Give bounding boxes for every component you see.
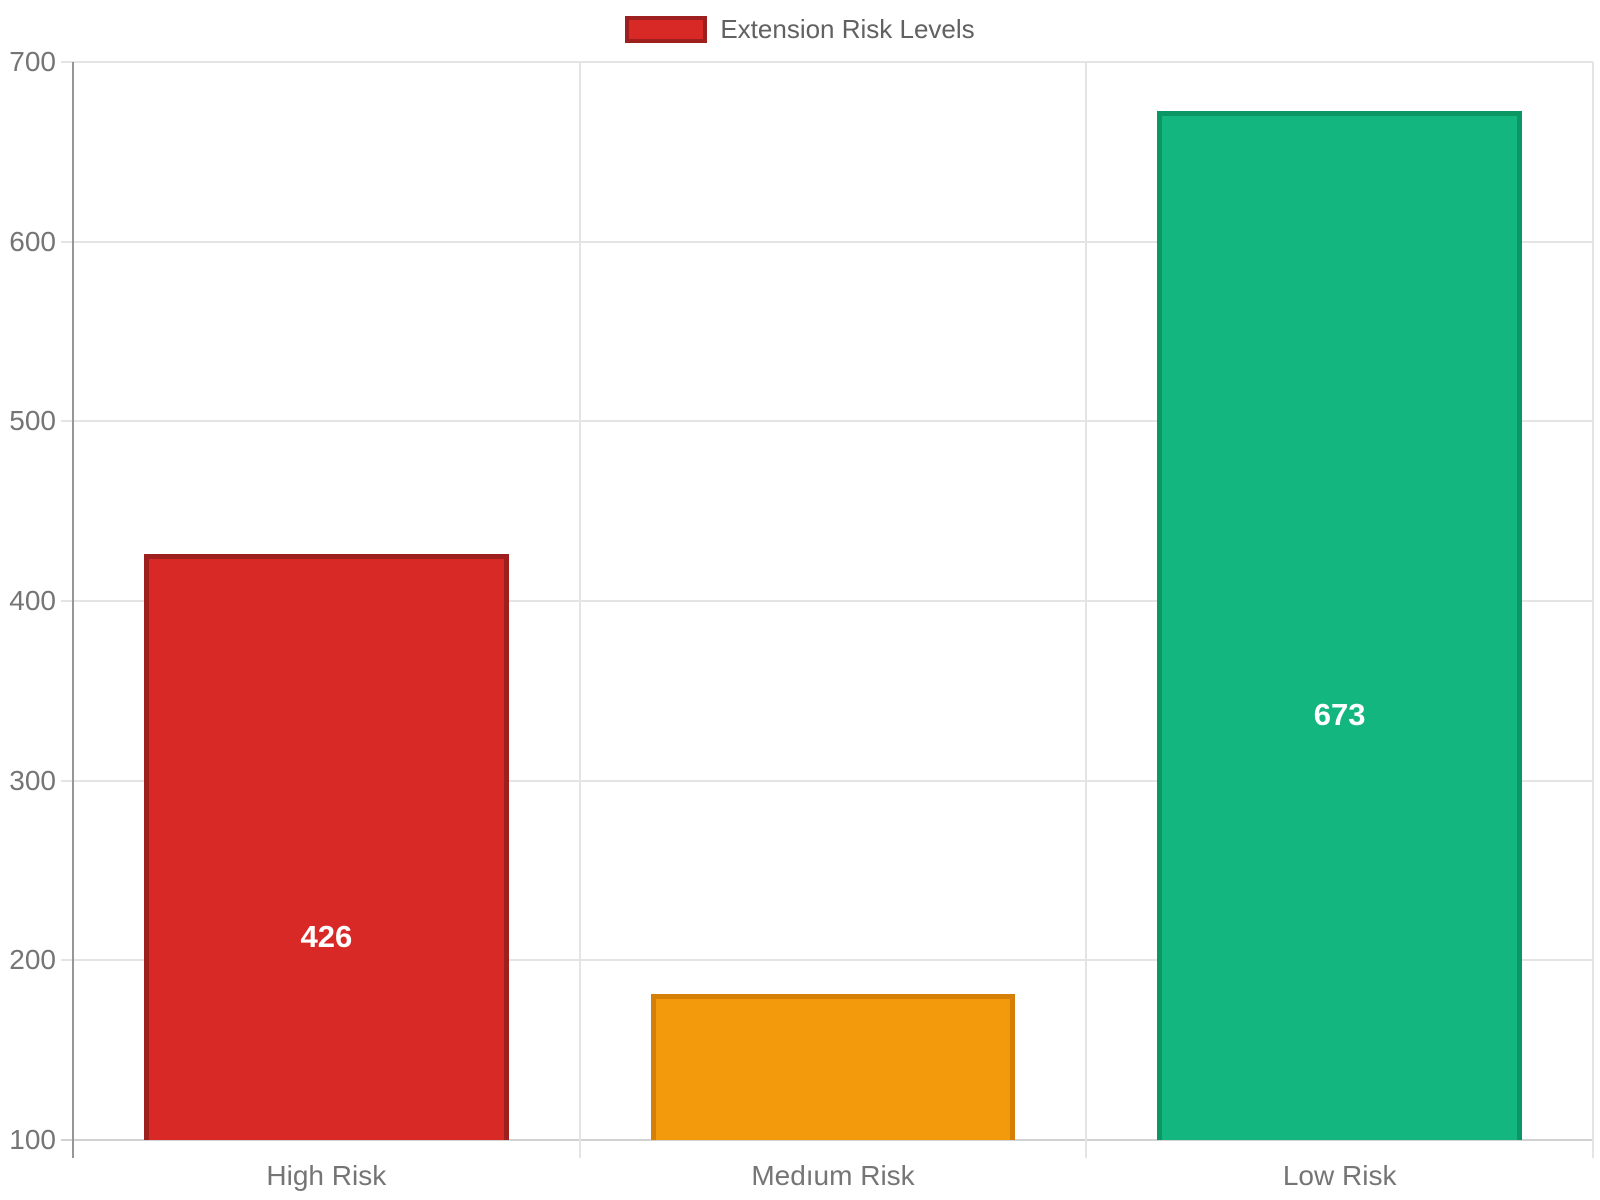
y-gridline-100 xyxy=(61,1139,1593,1141)
y-tick-label-300: 300 xyxy=(9,764,56,796)
y-tick-label-200: 200 xyxy=(9,944,56,976)
y-tick-label-100: 100 xyxy=(9,1124,56,1155)
y-axis-line xyxy=(72,62,74,1158)
legend-item-extension-risk-levels[interactable]: Extension Risk Levels xyxy=(625,13,975,45)
y-tick-label-700: 700 xyxy=(9,46,56,77)
y-gridline-300 xyxy=(61,779,1593,782)
y-gridline-700 xyxy=(61,61,1593,63)
y-tick-label-400: 400 xyxy=(9,585,56,616)
x-axis-label-low-risk: Low Risk xyxy=(1282,1160,1397,1191)
x-gridline-1 xyxy=(578,62,581,1158)
bar-low-risk[interactable] xyxy=(1157,110,1523,1140)
y-gridline-200 xyxy=(61,959,1593,962)
x-gridline-2 xyxy=(1085,62,1088,1158)
x-axis-label-medium-risk: Medıum Risk xyxy=(751,1160,915,1191)
x-axis-label-high-risk: High Risk xyxy=(266,1160,387,1191)
y-tick-label-500: 500 xyxy=(9,405,56,437)
bar-medium-risk[interactable] xyxy=(650,994,1016,1140)
y-gridline-600 xyxy=(61,240,1593,243)
x-gridline-3 xyxy=(1592,62,1594,1158)
y-tick-label-600: 600 xyxy=(9,225,56,257)
legend-label: Extension Risk Levels xyxy=(720,14,975,44)
y-gridline-400 xyxy=(61,600,1593,602)
bar-value-label-low-risk: 673 xyxy=(1313,697,1366,733)
bar-value-label-high-risk: 426 xyxy=(300,918,353,954)
legend-swatch xyxy=(625,15,708,43)
legend: Extension Risk Levels xyxy=(0,13,1600,45)
y-gridline-500 xyxy=(61,420,1593,423)
bar-high-risk[interactable] xyxy=(143,554,509,1140)
